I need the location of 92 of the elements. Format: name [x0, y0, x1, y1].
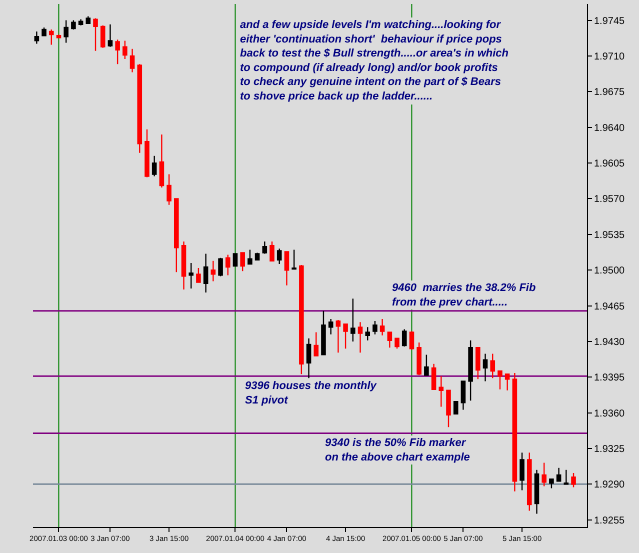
candlestick	[350, 298, 356, 342]
candlestick	[498, 370, 502, 390]
y-tick-label: 1.9570	[594, 194, 626, 206]
candlestick	[314, 332, 319, 356]
candlestick	[115, 39, 120, 65]
candlestick	[225, 254, 230, 276]
candlestick	[365, 326, 370, 342]
y-tick-label: 1.9395	[594, 372, 626, 384]
candlestick	[476, 346, 480, 380]
candlestick	[210, 260, 216, 282]
candlestick	[520, 452, 524, 491]
candlestick	[556, 467, 562, 482]
candlestick	[48, 28, 54, 46]
candlestick	[71, 20, 76, 30]
candlestick	[402, 328, 407, 348]
candlestick	[409, 330, 414, 350]
candlestick	[372, 320, 378, 335]
candlestick	[343, 324, 348, 350]
annotation: and a few upside levels I'm watching....looking for either 'continuation short' behaviour if price pops back to test the $ Bull strength.....or area's in which to compound (if already long) and/or book profits to check any genuine intent on the part of $ Bears to shove price back up the ladder......	[240, 19, 509, 102]
annotation: 9460 marries the 38.2% Fib from the prev chart.....	[392, 282, 536, 308]
candlestick	[93, 18, 98, 52]
y-tick-label: 1.9325	[594, 444, 626, 455]
candlestick	[446, 390, 451, 428]
candlestick	[100, 24, 106, 48]
candlestick	[86, 16, 91, 24]
candlestick	[159, 134, 164, 188]
candlestick	[542, 462, 546, 487]
candlestick	[380, 318, 385, 336]
candlestick	[270, 240, 274, 262]
y-tick-label: 1.9290	[594, 480, 626, 491]
y-tick-label: 1.9465	[594, 301, 626, 312]
candlestick	[526, 452, 532, 512]
y-tick-label: 1.9745	[594, 16, 626, 27]
candlestick	[152, 155, 157, 177]
candlestick	[424, 354, 429, 376]
candlestick	[460, 380, 466, 410]
y-tick-label: 1.9640	[594, 122, 626, 134]
candlestick	[306, 338, 312, 379]
candlestick	[254, 252, 260, 260]
candlestick	[218, 257, 223, 277]
candlestick	[166, 174, 172, 206]
candlestick	[262, 240, 268, 254]
candlestick	[453, 401, 458, 414]
candlestick	[284, 251, 290, 286]
y-tick-label: 1.9255	[594, 515, 626, 526]
candlestick	[534, 469, 540, 514]
candlestick	[512, 372, 518, 492]
candlestick	[240, 252, 245, 272]
y-tick-label: 1.9500	[594, 266, 626, 277]
y-tick-label: 1.9710	[594, 51, 626, 62]
candlestick	[416, 342, 422, 376]
candlestick	[130, 48, 135, 73]
candlestick	[64, 20, 68, 44]
candlestick	[431, 363, 436, 390]
candlestick	[438, 376, 444, 408]
candlestick	[358, 321, 363, 354]
candlestick	[321, 310, 326, 356]
candlestick	[336, 319, 341, 354]
candlestick	[549, 478, 554, 489]
candlestick	[394, 338, 400, 350]
candlestick	[248, 249, 252, 265]
candlestick	[232, 253, 238, 267]
candlestick	[482, 353, 488, 382]
candlestick	[34, 30, 40, 44]
candlestick	[564, 469, 569, 485]
y-tick-label: 1.9605	[594, 158, 626, 170]
y-tick-label: 1.9430	[594, 336, 626, 348]
annotation: 9340 is the 50% Fib marker on the above chart example	[325, 437, 470, 464]
candlestick	[387, 332, 392, 348]
y-tick-label: 1.9675	[594, 87, 626, 98]
candlestick	[137, 64, 142, 154]
candlestick	[196, 267, 201, 283]
annotation: 9396 houses the monthly S1 pivot	[245, 380, 378, 406]
candlestick	[299, 264, 304, 375]
candlestick	[504, 373, 510, 391]
candlestick	[328, 318, 334, 335]
candlestick	[122, 40, 128, 60]
y-tick-label: 1.9360	[594, 408, 626, 420]
candlestick	[144, 128, 150, 178]
y-tick-label: 1.9535	[594, 230, 626, 241]
candlestick	[108, 24, 113, 48]
candlestick	[78, 18, 84, 26]
candlestick	[490, 353, 496, 379]
candlestick	[174, 198, 179, 273]
candlestick	[203, 253, 208, 294]
candlestick	[292, 249, 296, 270]
candlestick	[571, 472, 576, 488]
candlestick	[181, 240, 186, 290]
candlestick	[468, 340, 473, 402]
candlestick	[188, 262, 194, 290]
candlestick	[42, 26, 46, 36]
candlestick	[276, 248, 282, 265]
